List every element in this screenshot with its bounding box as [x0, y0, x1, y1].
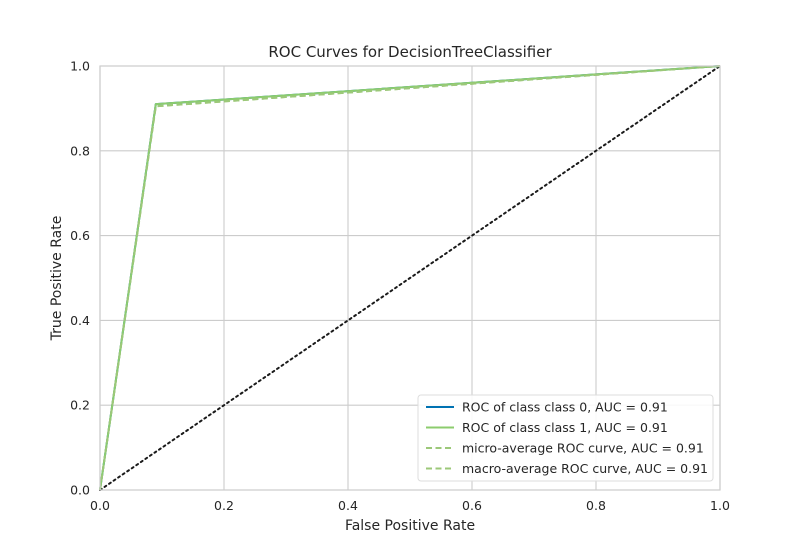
y-tick-label: 1.0: [70, 59, 90, 74]
legend-box: [417, 394, 714, 482]
legend: ROC of class class 0, AUC = 0.91 ROC of c…: [417, 394, 714, 482]
grid: [99, 65, 721, 491]
x-axis-label: False Positive Rate: [345, 518, 475, 534]
chance-diagonal-line: [99, 65, 721, 491]
roc-series-line-3: [99, 65, 721, 491]
legend-label-1: ROC of class class 1, AUC = 0.91: [462, 420, 668, 435]
y-tick-label: 0.0: [70, 483, 90, 498]
y-tick-label: 0.2: [70, 398, 90, 413]
legend-label-2: micro-average ROC curve, AUC = 0.91: [462, 441, 704, 456]
plot-frame: [99, 65, 721, 491]
x-tick-label: 1.0: [710, 498, 730, 513]
y-axis-label: True Positive Rate: [49, 216, 65, 342]
chart-title: ROC Curves for DecisionTreeClassifier: [268, 43, 552, 61]
y-tick-label: 0.8: [70, 143, 90, 158]
ticks: 0.0 0.2 0.4 0.6 0.8 1.0 0.0 0.2 0.4 0.6 0.8 1.0: [70, 59, 730, 514]
y-tick-label: 0.6: [70, 228, 90, 243]
x-tick-label: 0.6: [462, 498, 482, 513]
curves: [99, 65, 721, 491]
y-tick-label: 0.4: [70, 313, 90, 328]
x-tick-label: 0.0: [90, 498, 110, 513]
x-tick-label: 0.4: [338, 498, 358, 513]
x-tick-label: 0.8: [586, 498, 606, 513]
legend-label-0: ROC of class class 0, AUC = 0.91: [462, 400, 668, 415]
x-tick-label: 0.2: [214, 498, 234, 513]
legend-label-3: macro-average ROC curve, AUC = 0.91: [462, 461, 708, 476]
